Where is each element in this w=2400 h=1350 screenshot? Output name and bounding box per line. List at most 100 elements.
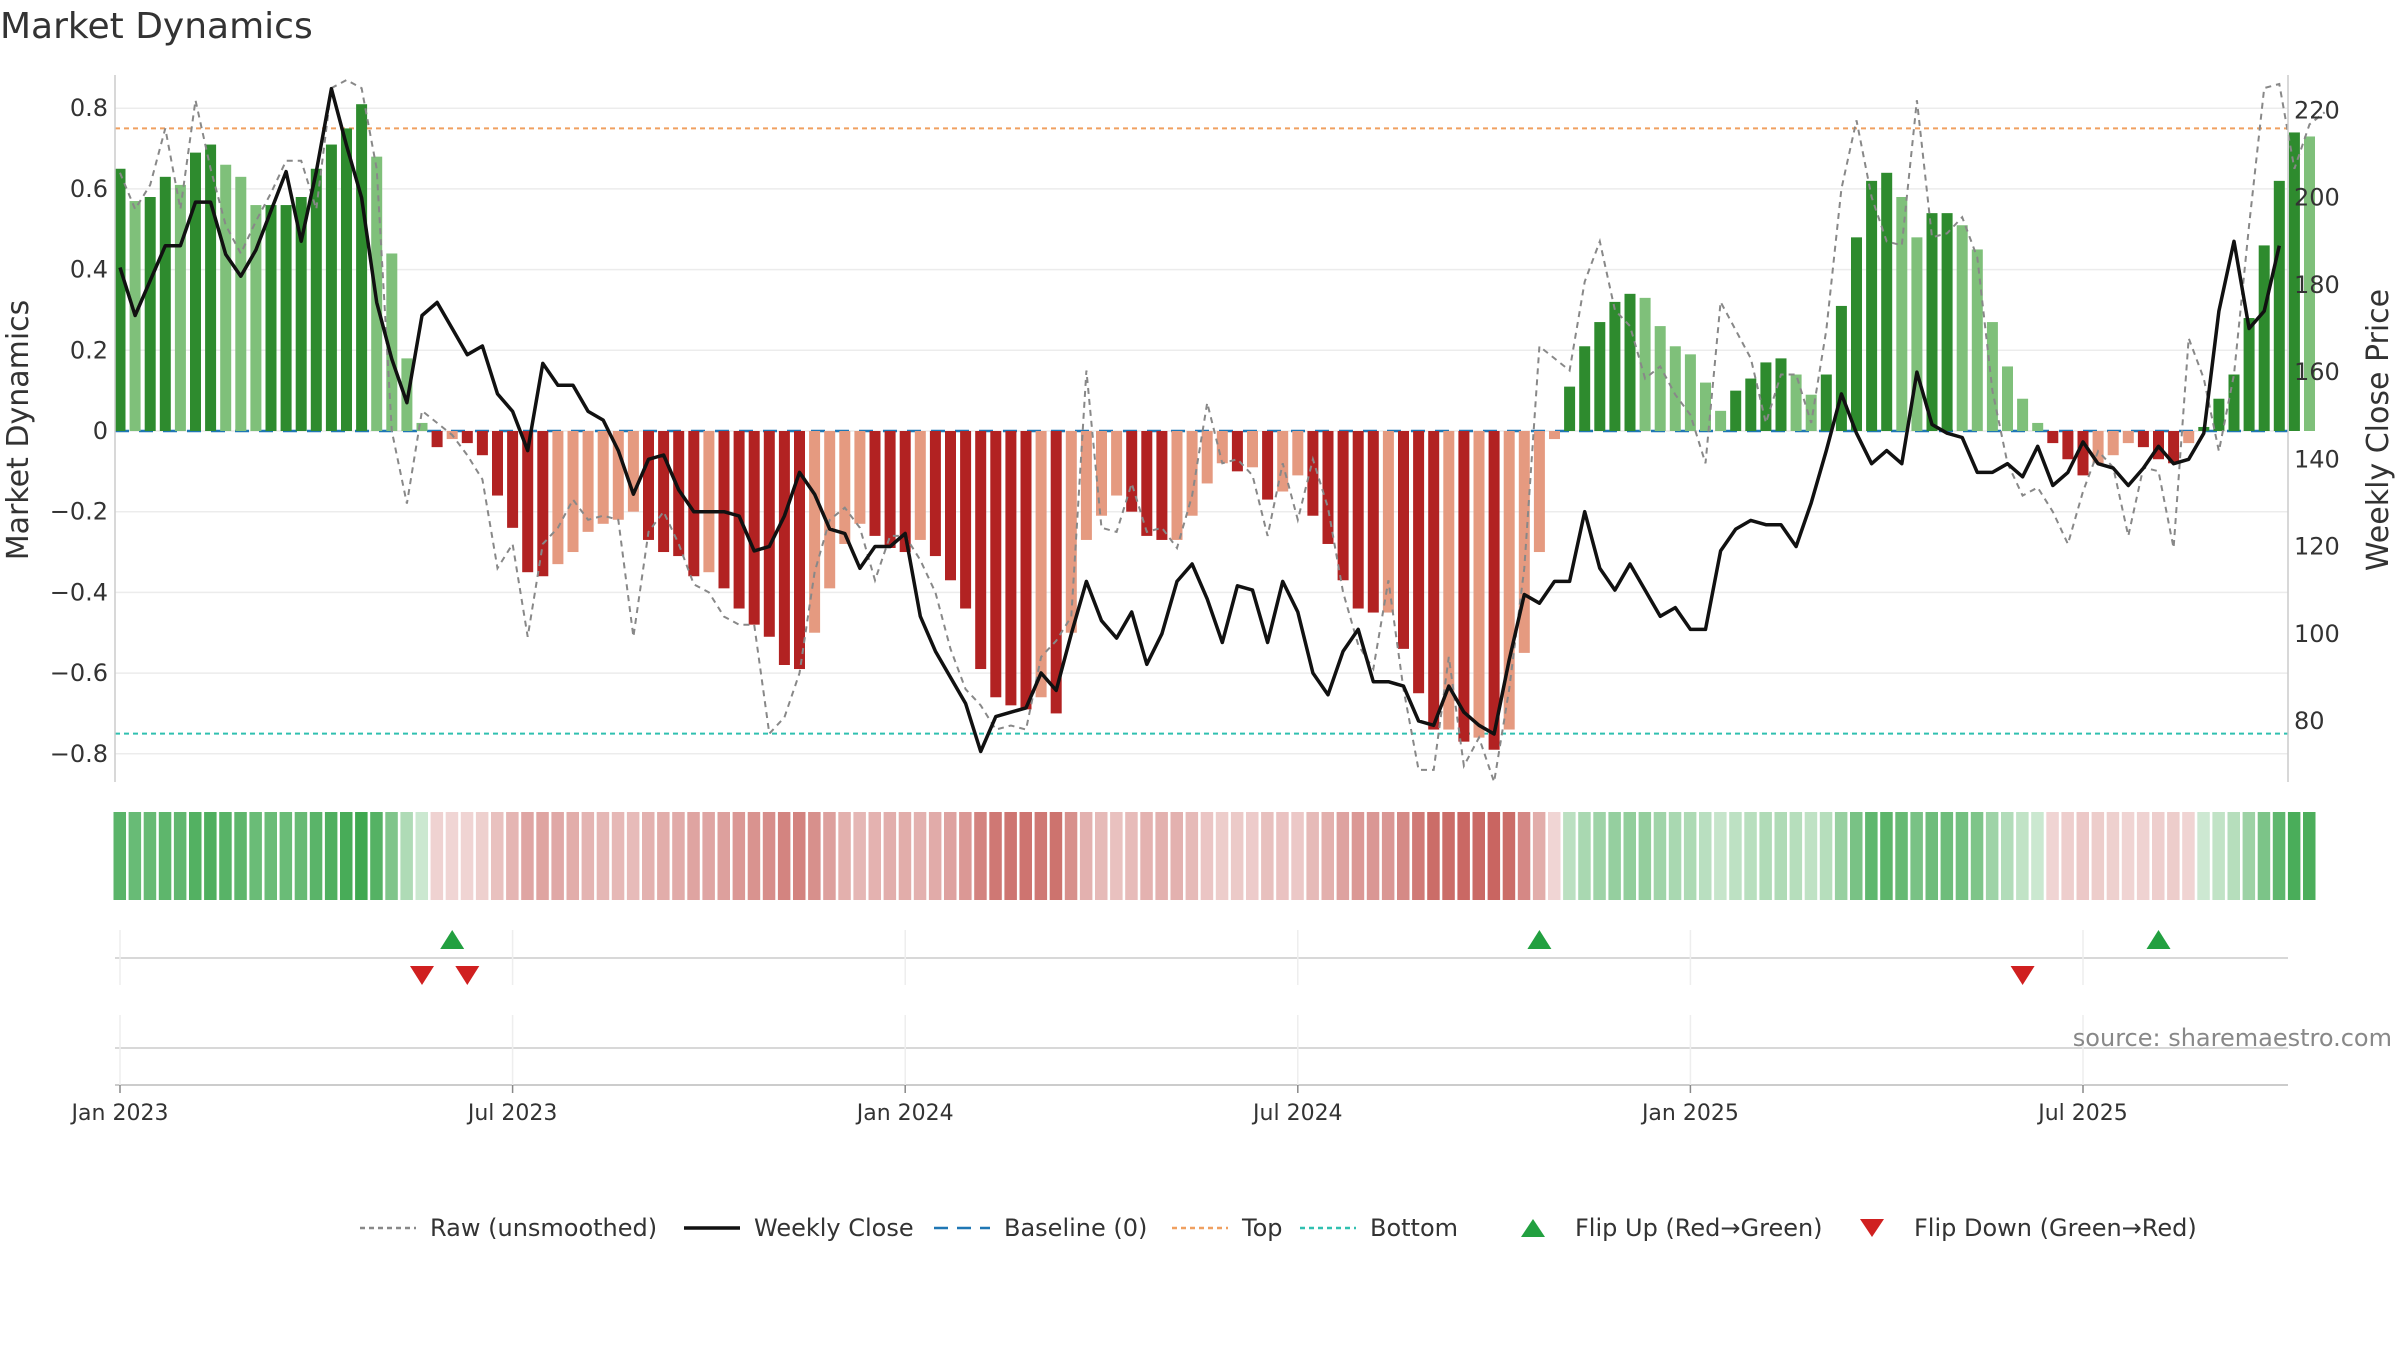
legend-label: Raw (unsmoothed) bbox=[430, 1214, 658, 1242]
heat-cell bbox=[2046, 812, 2059, 900]
momentum-bar bbox=[1186, 431, 1198, 516]
heat-cell bbox=[1532, 812, 1546, 900]
heat-cell bbox=[1502, 812, 1516, 900]
heat-cell bbox=[1895, 812, 1908, 900]
momentum-bar bbox=[975, 431, 987, 670]
heat-cell bbox=[219, 812, 232, 900]
heat-cell bbox=[2212, 812, 2225, 900]
momentum-bar bbox=[1609, 301, 1621, 431]
legend-label: Baseline (0) bbox=[1004, 1214, 1148, 1242]
heat-cell bbox=[1427, 812, 1440, 900]
heat-cell bbox=[1170, 812, 1183, 900]
heat-cell bbox=[913, 812, 927, 900]
series-lines bbox=[118, 78, 2326, 783]
momentum-bar bbox=[884, 431, 896, 548]
heat-cell bbox=[385, 812, 398, 900]
momentum-bar bbox=[1096, 431, 1107, 516]
momentum-bar bbox=[356, 104, 368, 431]
heat-cell bbox=[959, 812, 972, 900]
heat-cell bbox=[1246, 812, 1259, 900]
legend-swatch-baseline bbox=[934, 1226, 990, 1230]
legend-item-close: Weekly Close bbox=[682, 1198, 914, 1258]
heat-cell bbox=[989, 812, 1002, 900]
momentum-bar bbox=[476, 431, 488, 456]
momentum-bar bbox=[1307, 431, 1319, 516]
source-note: source: sharemaestro.com bbox=[2073, 1024, 2392, 1052]
raw-line bbox=[119, 78, 2326, 783]
heat-cell bbox=[1804, 812, 1818, 900]
heat-cell bbox=[1683, 812, 1697, 900]
heat-cell bbox=[1970, 812, 1984, 900]
momentum-bar bbox=[1277, 431, 1289, 492]
heat-cell bbox=[415, 812, 428, 900]
heat-cell bbox=[2091, 812, 2105, 900]
momentum-bar bbox=[2137, 431, 2149, 448]
momentum-bar bbox=[1579, 346, 1591, 431]
heat-cell bbox=[1834, 812, 1848, 900]
momentum-bar bbox=[159, 176, 171, 431]
heat-cell bbox=[491, 812, 504, 900]
heat-cell bbox=[1729, 812, 1742, 900]
momentum-bar bbox=[748, 431, 760, 625]
heat-cell bbox=[1517, 812, 1531, 900]
momentum-bar bbox=[1292, 431, 1304, 476]
flip-up-marker bbox=[440, 930, 465, 949]
heat-cell bbox=[1910, 812, 1923, 900]
heat-cell bbox=[1215, 812, 1229, 900]
heat-cell bbox=[460, 812, 474, 900]
heat-cell bbox=[2136, 812, 2150, 900]
heat-cell bbox=[309, 812, 323, 900]
y2-axis-label: Weekly Close Price bbox=[2361, 289, 2396, 571]
y-tick-label: 0.6 bbox=[70, 175, 108, 203]
heat-cell bbox=[2001, 812, 2014, 900]
heat-cell bbox=[294, 812, 308, 900]
heat-cell bbox=[581, 812, 595, 900]
heat-cell bbox=[2242, 812, 2256, 900]
heat-cell bbox=[657, 812, 670, 900]
heat-cell bbox=[1351, 812, 1365, 900]
legend-item-bottom: Bottom bbox=[1298, 1198, 1458, 1258]
heat-cell bbox=[2257, 812, 2271, 900]
momentum-bar bbox=[1443, 431, 1455, 730]
momentum-bar bbox=[220, 164, 232, 432]
momentum-bar bbox=[824, 431, 836, 589]
x-tick-label: Jul 2023 bbox=[466, 1101, 558, 1126]
momentum-bar bbox=[1035, 431, 1047, 698]
momentum-bar bbox=[703, 431, 715, 573]
momentum-bar bbox=[2077, 431, 2089, 476]
momentum-bar bbox=[1926, 213, 1938, 431]
chart-title: Market Dynamics bbox=[0, 6, 313, 47]
heat-cell bbox=[1608, 812, 1621, 900]
heat-cell bbox=[1578, 812, 1591, 900]
heat-cell bbox=[1064, 812, 1078, 900]
momentum-bar bbox=[2288, 132, 2300, 431]
momentum-bar bbox=[643, 431, 654, 540]
momentum-bar bbox=[990, 431, 1002, 698]
x-tick-label: Jan 2023 bbox=[70, 1101, 169, 1126]
momentum-bar bbox=[190, 152, 201, 431]
momentum-bar bbox=[1065, 431, 1077, 633]
heat-cell bbox=[1306, 812, 1319, 900]
momentum-bar bbox=[1533, 431, 1545, 553]
heat-cell bbox=[204, 812, 217, 900]
legend-swatch-flip_down bbox=[1860, 1219, 1884, 1237]
heat-cell bbox=[1125, 812, 1138, 900]
heat-cell bbox=[113, 812, 126, 900]
heat-cell bbox=[2167, 812, 2180, 900]
heat-cell bbox=[1880, 812, 1893, 900]
y-tick-label: 0.8 bbox=[70, 94, 108, 122]
heat-cell bbox=[1714, 812, 1727, 900]
heat-cell bbox=[1774, 812, 1787, 900]
y2-tick-label: 220 bbox=[2294, 97, 2340, 125]
momentum-bar bbox=[2047, 431, 2059, 444]
heat-cell bbox=[1865, 812, 1878, 900]
momentum-bar bbox=[688, 431, 700, 577]
legend: Raw (unsmoothed) Weekly Close Baseline (0)… bbox=[0, 1198, 2400, 1258]
heat-cell bbox=[1019, 812, 1032, 900]
legend-flip-down-icon bbox=[1860, 1219, 1884, 1237]
y2-tick-label: 200 bbox=[2294, 184, 2340, 212]
heat-cell bbox=[234, 812, 247, 900]
momentum-bar bbox=[1473, 431, 1485, 738]
close-line bbox=[118, 86, 2282, 754]
heat-cell bbox=[1548, 812, 1561, 900]
